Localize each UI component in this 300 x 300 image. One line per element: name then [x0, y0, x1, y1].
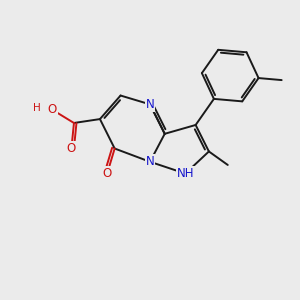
- Text: O: O: [48, 103, 57, 116]
- Text: O: O: [67, 142, 76, 155]
- Text: O: O: [103, 167, 112, 180]
- Text: N: N: [146, 155, 154, 168]
- Text: N: N: [146, 98, 154, 111]
- Text: NH: NH: [177, 167, 194, 180]
- Text: H: H: [33, 103, 41, 113]
